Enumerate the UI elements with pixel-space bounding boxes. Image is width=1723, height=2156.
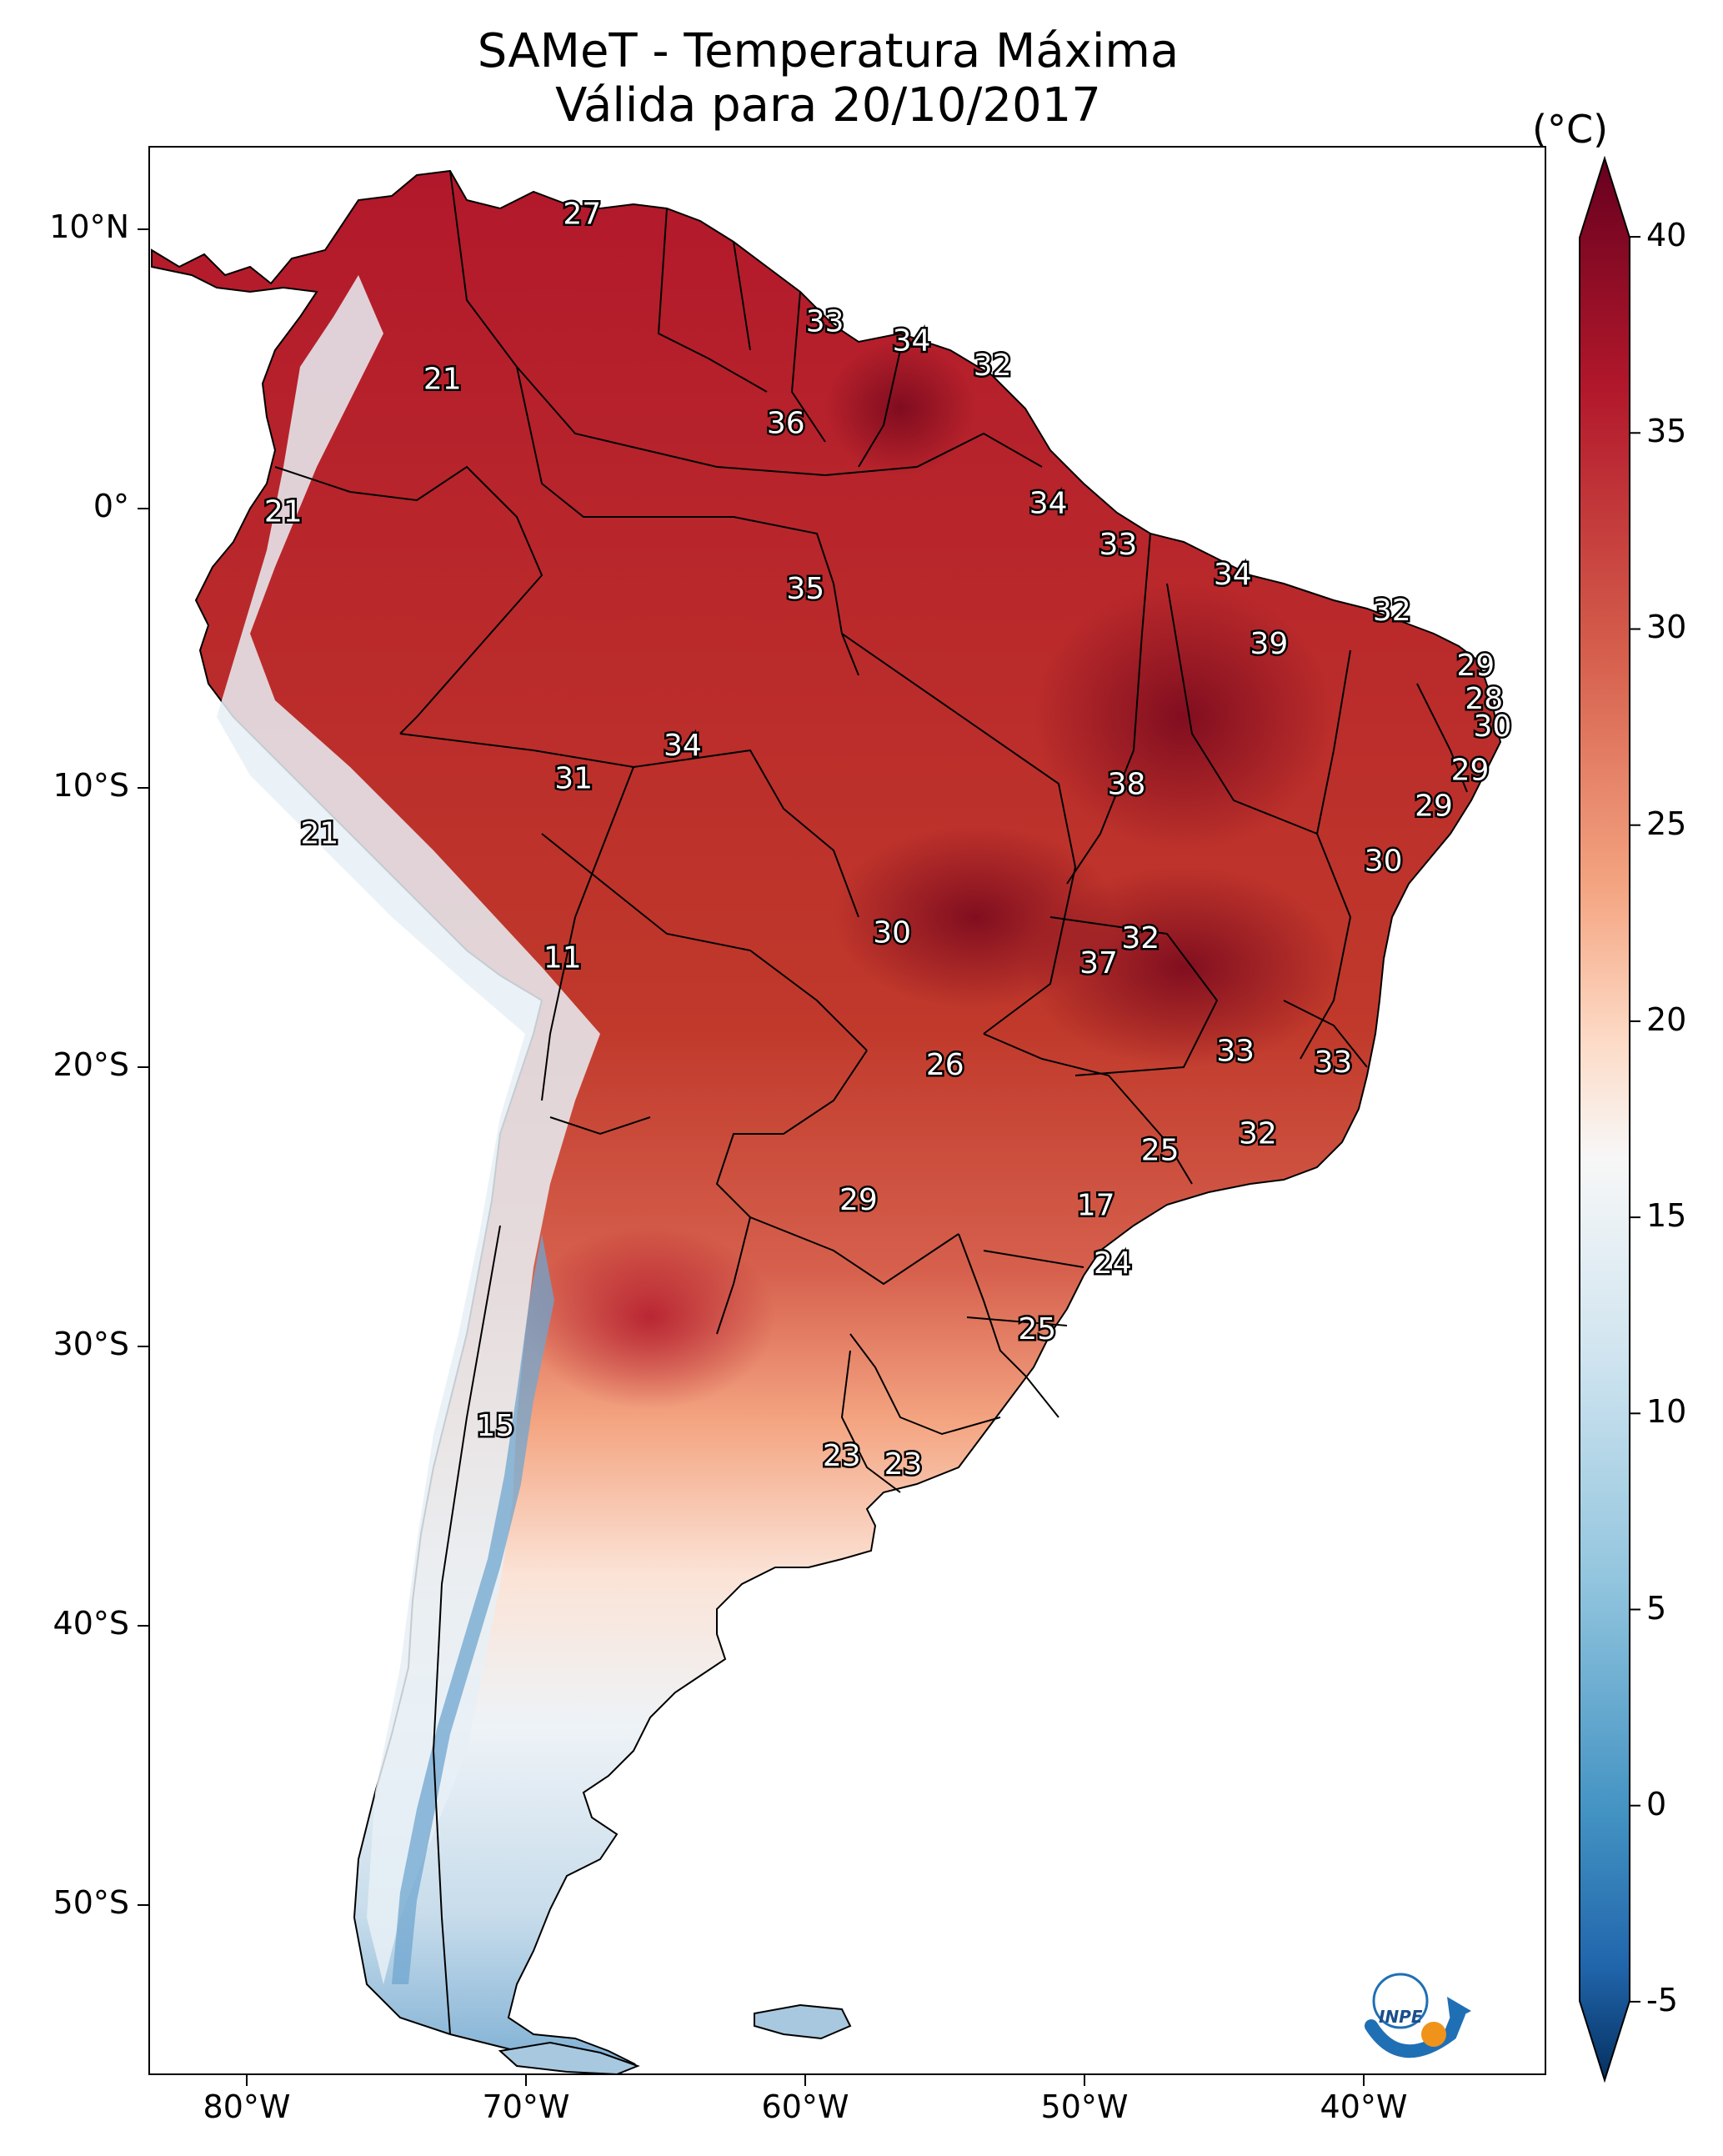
colorbar-bar: [1579, 155, 1630, 2083]
station-value-label: 37: [1079, 946, 1118, 980]
station-value-label: 21: [423, 363, 462, 397]
station-value-label: 32: [1239, 1117, 1277, 1151]
station-value-label: 25: [1018, 1312, 1056, 1346]
lat-label-30s: 30°S: [53, 1326, 129, 1362]
colorbar-tick-label: 10: [1646, 1393, 1687, 1431]
station-value-label: 23: [823, 1439, 861, 1473]
andes-cool-band: [217, 275, 600, 1984]
lat-label-0: 0°: [93, 488, 129, 524]
lon-label-70w: 70°W: [482, 2088, 570, 2125]
station-value-label: 34: [664, 729, 702, 763]
lat-label-10n: 10°N: [49, 208, 129, 245]
land-layer: [151, 169, 1502, 2074]
inpe-logo: INPE: [1365, 1973, 1471, 2058]
lat-label-10s: 10°S: [53, 767, 129, 804]
colorbar-tick-label: -5: [1646, 1981, 1678, 2018]
station-value-label: 11: [543, 940, 582, 975]
station-value-label: 32: [1121, 921, 1160, 955]
colorbar: [1579, 155, 1640, 2083]
station-value-label: 38: [1108, 767, 1146, 801]
station-value-label: 33: [1216, 1035, 1255, 1069]
colorbar-tick-label: 20: [1646, 1000, 1687, 1038]
map-frame: [148, 146, 1546, 2075]
lon-label-50w: 50°W: [1040, 2088, 1129, 2125]
station-value-label: 31: [554, 762, 593, 796]
colorbar-tick-label: 30: [1646, 609, 1687, 646]
station-value-label: 30: [1473, 709, 1511, 744]
station-value-label: 29: [1456, 649, 1495, 683]
lon-label-60w: 60°W: [761, 2088, 849, 2125]
andes-cold-ridge: [392, 1234, 554, 1984]
colorbar-tick-label: 15: [1646, 1197, 1687, 1235]
axis-ticks: [138, 228, 1365, 2086]
lat-label-40s: 40°S: [53, 1605, 129, 1642]
station-value-label: 25: [1141, 1134, 1180, 1168]
colorbar-unit: (°C): [1532, 107, 1609, 152]
tierra-del-fuego: [498, 2041, 640, 2074]
colorbar-tick-label: 35: [1646, 413, 1687, 450]
colorbar-tick-label: 0: [1646, 1785, 1667, 1823]
station-value-label: 32: [1373, 594, 1411, 628]
station-value-label: 36: [767, 407, 805, 441]
station-value-label: 33: [1314, 1045, 1352, 1080]
station-value-label: 33: [1099, 528, 1138, 562]
station-value-label: 33: [806, 304, 844, 338]
map-subtitle: Válida para 20/10/2017: [555, 78, 1101, 133]
lon-label-80w: 80°W: [203, 2088, 291, 2125]
colorbar-tick-label: 5: [1646, 1589, 1667, 1627]
colorbar-tick-label: 40: [1646, 217, 1687, 254]
lon-label-40w: 40°W: [1320, 2088, 1408, 2125]
country-borders: [274, 170, 1468, 2035]
station-value-label: 29: [839, 1183, 878, 1217]
colorbar-tick-label: 25: [1646, 805, 1687, 842]
station-value-label: 24: [1094, 1246, 1132, 1281]
station-value-label: 17: [1077, 1189, 1115, 1223]
map-title: SAMeT - Temperatura Máxima: [477, 24, 1180, 78]
station-value-label: 21: [264, 494, 303, 529]
station-value-label: 27: [563, 198, 601, 232]
falkland-islands: [754, 2003, 852, 2040]
station-value-label: 30: [873, 916, 911, 950]
station-value-label: 29: [1415, 790, 1453, 824]
station-value-label: 30: [1365, 845, 1403, 879]
south-america-land: [151, 169, 1502, 2069]
lat-label-50s: 50°S: [53, 1884, 129, 1921]
station-value-label: 21: [300, 817, 338, 851]
station-value-label: 32: [974, 348, 1012, 383]
station-value-label: 26: [926, 1048, 964, 1082]
inpe-logo-text: INPE: [1379, 2007, 1423, 2027]
station-value-label: 29: [1451, 754, 1490, 788]
station-value-label: 34: [1029, 486, 1068, 520]
station-value-label: 35: [786, 572, 824, 606]
station-value-label: 34: [893, 324, 931, 358]
station-value-label: 23: [884, 1447, 923, 1482]
station-value-label: 15: [476, 1409, 514, 1443]
station-value-label: 39: [1250, 627, 1288, 661]
station-value-label: 28: [1465, 682, 1503, 716]
lat-label-20s: 20°S: [53, 1046, 129, 1083]
station-value-label: 34: [1214, 558, 1252, 592]
